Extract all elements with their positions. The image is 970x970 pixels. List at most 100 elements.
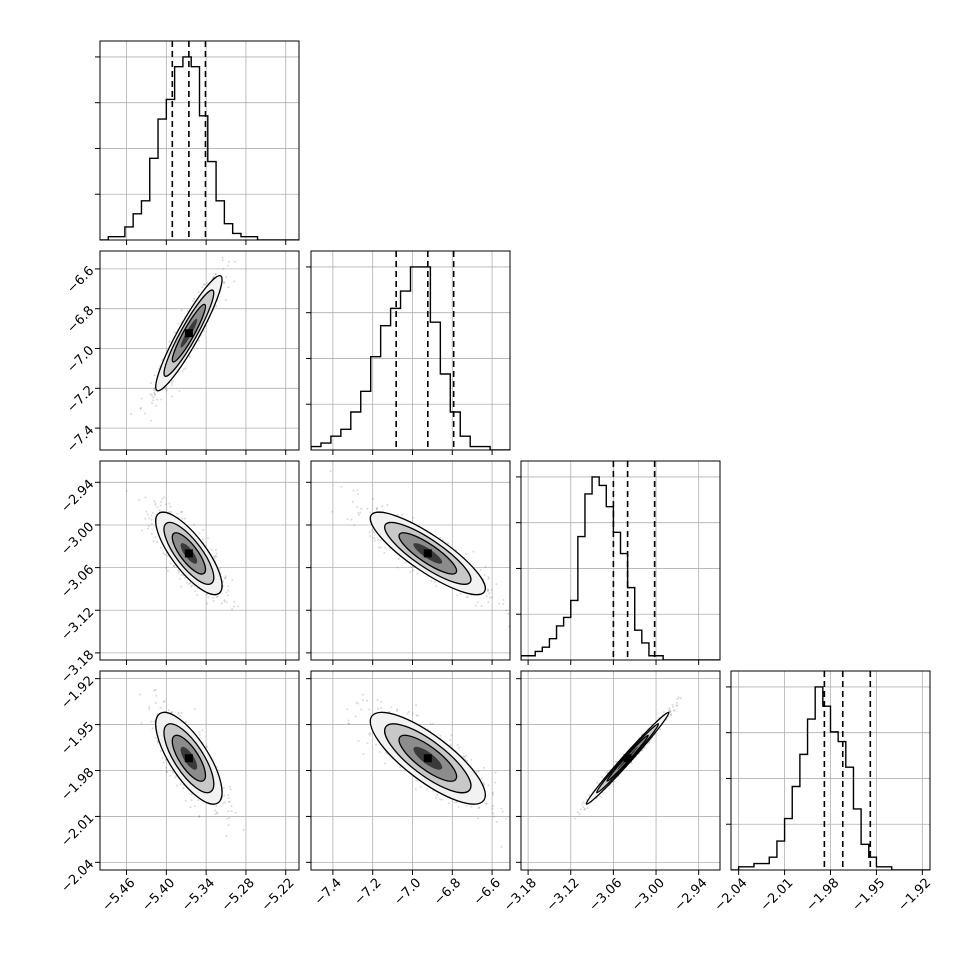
sample-point	[415, 779, 418, 782]
sample-point	[153, 689, 156, 692]
sample-point	[165, 770, 168, 773]
sample-point	[164, 503, 167, 506]
sample-point	[215, 273, 218, 276]
sample-point	[152, 540, 155, 543]
sample-point	[458, 746, 461, 749]
sample-point	[583, 808, 586, 811]
scatter-panel: −3.18−3.12−3.06−3.00−2.94	[59, 460, 300, 686]
sample-point	[474, 604, 477, 607]
sample-point	[160, 398, 163, 401]
sample-point	[152, 396, 155, 399]
panel-ticks: −5.46 −5.40 −5.34 −5.28 −5.22 −2.04 −2.01 −1.98…	[59, 673, 298, 914]
sample-point	[190, 799, 193, 802]
sample-point	[212, 276, 215, 279]
sample-point	[193, 708, 196, 711]
sample-point	[480, 777, 483, 780]
panel-frame	[310, 460, 511, 661]
sample-point	[225, 299, 228, 302]
y-tick-label: −6.6	[64, 264, 97, 297]
sample-point	[463, 755, 466, 758]
sample-point	[414, 704, 417, 707]
sample-point	[220, 602, 223, 605]
x-tick-label: −3.00	[629, 876, 668, 915]
sample-point	[169, 510, 172, 513]
sample-point	[492, 793, 495, 796]
sample-point	[153, 374, 156, 377]
panel-content	[346, 693, 521, 848]
sample-point	[155, 694, 158, 697]
sample-point	[439, 798, 442, 801]
histogram-step-line	[311, 266, 510, 450]
sample-point	[519, 840, 521, 842]
sample-point	[214, 272, 217, 275]
sample-point	[221, 259, 224, 262]
sample-point	[198, 815, 201, 818]
sample-point	[379, 539, 382, 542]
sample-point	[215, 805, 218, 808]
sample-point	[154, 404, 157, 407]
sample-point	[668, 710, 671, 713]
sample-point	[366, 742, 369, 745]
sample-point	[139, 407, 142, 410]
y-tick-label: −2.01	[59, 811, 98, 850]
sample-point	[153, 392, 156, 395]
sample-point	[224, 575, 227, 578]
sample-point	[130, 413, 133, 416]
sample-point	[648, 741, 651, 744]
sample-point	[198, 733, 201, 736]
sample-point	[357, 493, 360, 496]
panel-ticks	[126, 240, 287, 245]
sample-point	[489, 596, 492, 599]
sample-point	[191, 584, 194, 587]
sample-point	[150, 518, 153, 521]
sample-point	[476, 601, 479, 604]
sample-point	[376, 538, 379, 541]
sample-point	[158, 509, 161, 512]
y-tick-label: −7.4	[64, 423, 97, 456]
sample-point	[173, 331, 176, 334]
sample-point	[188, 356, 191, 359]
sample-point	[459, 592, 462, 595]
sample-point	[212, 600, 215, 603]
sample-point	[192, 300, 195, 303]
sample-point	[491, 807, 494, 810]
sample-point	[213, 557, 216, 560]
sample-point	[232, 605, 235, 608]
x-tick-label: −3.18	[501, 876, 540, 915]
sample-point	[501, 810, 504, 813]
sample-point	[415, 714, 418, 717]
scatter-panel: −5.46 −5.40 −5.34 −5.28 −5.22 −2.04 −2.01 −1.98…	[59, 670, 300, 914]
sample-point	[214, 813, 217, 816]
sample-point	[146, 527, 149, 530]
sample-point	[351, 500, 354, 503]
x-tick-label: −7.2	[352, 876, 385, 909]
x-tick-label: −7.0	[391, 876, 424, 909]
sample-point	[196, 594, 199, 597]
sample-point	[384, 546, 387, 549]
sample-point	[223, 281, 226, 284]
sample-point	[183, 517, 186, 520]
sample-point	[465, 754, 468, 757]
sample-point	[169, 774, 172, 777]
sample-point	[193, 805, 196, 808]
sample-point	[151, 399, 154, 402]
sample-point	[360, 708, 363, 711]
x-tick-label: −6.6	[471, 876, 504, 909]
sample-point	[383, 551, 386, 554]
sample-point	[472, 550, 475, 553]
sample-point	[229, 788, 232, 791]
sample-point	[430, 579, 433, 582]
sample-point	[462, 755, 465, 758]
sample-point	[449, 739, 452, 742]
sample-point	[366, 507, 369, 510]
sample-point	[579, 808, 582, 811]
density-peak	[184, 754, 193, 763]
sample-point	[375, 743, 378, 746]
histogram-step-line	[731, 686, 930, 870]
sample-point	[487, 577, 490, 580]
sample-point	[202, 528, 205, 531]
sample-point	[677, 696, 680, 699]
panel-ticks	[332, 450, 493, 455]
sample-point	[144, 517, 147, 520]
sample-point	[228, 785, 231, 788]
